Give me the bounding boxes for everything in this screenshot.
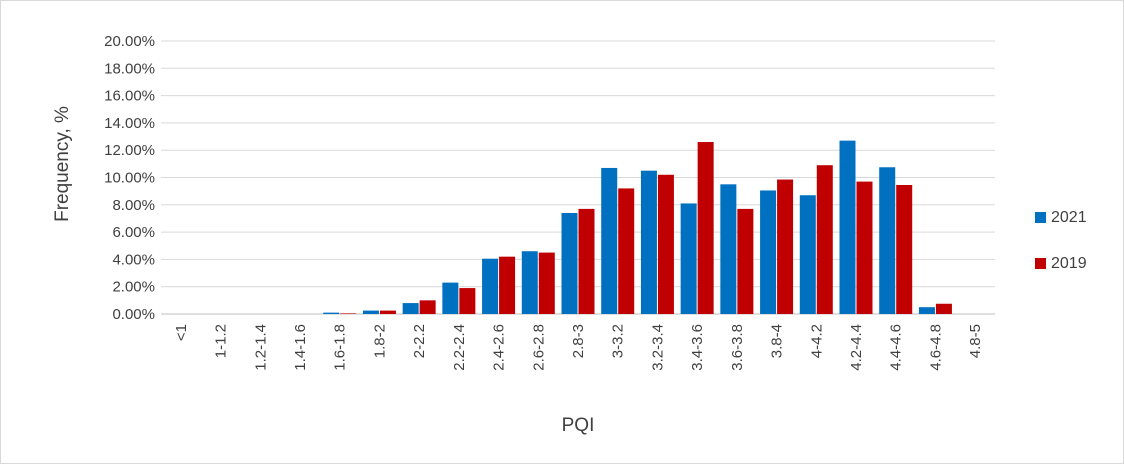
bar-2019-1.8-2	[379, 310, 396, 314]
x-tick-label: 1.4-1.6	[292, 324, 309, 371]
bar-2019-3-3.2	[618, 188, 635, 314]
legend-swatch-2019	[1035, 258, 1046, 269]
bar-2019-3.4-3.6	[697, 142, 714, 314]
bar-2021-2-2.2	[402, 303, 419, 314]
x-tick-label: 2.4-2.6	[491, 324, 508, 371]
bar-2021-3.8-4	[760, 190, 777, 314]
x-tick-label: 1.6-1.8	[332, 324, 349, 371]
bar-2019-4.2-4.4	[856, 181, 873, 314]
bar-2019-2.6-2.8	[538, 252, 555, 314]
x-tick-label: 4.8-5	[967, 324, 984, 358]
y-tick-label: 2.00%	[112, 279, 155, 296]
x-tick-label: 3.8-4	[769, 324, 786, 358]
y-tick-label: 10.00%	[104, 170, 155, 187]
bar-2021-3.2-3.4	[640, 170, 657, 314]
bar-2019-3.8-4	[777, 179, 794, 314]
x-tick-label: 2.2-2.4	[451, 324, 468, 371]
bar-2021-4-4.2	[799, 195, 816, 314]
bar-2021-4.2-4.4	[839, 140, 856, 314]
x-tick-label: 2.6-2.8	[530, 324, 547, 371]
x-tick-label: 2-2.2	[411, 324, 428, 358]
bar-2021-2.4-2.6	[482, 258, 499, 314]
y-tick-label: 14.00%	[104, 115, 155, 132]
bar-2019-2-2.2	[419, 300, 436, 314]
y-tick-label: 16.00%	[104, 88, 155, 105]
bar-2019-3.2-3.4	[657, 174, 674, 314]
bar-2019-3.6-3.8	[737, 208, 754, 314]
bar-2019-1.6-1.8	[340, 313, 357, 314]
bar-2021-1.8-2	[362, 310, 379, 314]
x-tick-label: 4.2-4.4	[848, 324, 865, 371]
bar-2021-3.4-3.6	[680, 203, 697, 314]
bar-2019-2.8-3	[578, 208, 595, 314]
bars	[323, 140, 952, 314]
legend-swatch-2021	[1035, 212, 1046, 223]
legend-label-2021: 2021	[1051, 209, 1087, 226]
bar-2021-3-3.2	[601, 167, 618, 314]
x-tick-label: 3.4-3.6	[689, 324, 706, 371]
bar-2021-3.6-3.8	[720, 184, 737, 314]
bar-2021-4.6-4.8	[918, 307, 935, 314]
bar-2019-4.4-4.6	[896, 185, 913, 314]
bar-2021-2.8-3	[561, 212, 578, 314]
bar-2019-4-4.2	[816, 165, 833, 314]
x-tick-label: 4.6-4.8	[927, 324, 944, 371]
x-tick-label: 1.8-2	[371, 324, 388, 358]
y-axis-title: Frequency, %	[52, 106, 73, 222]
bar-2019-2.4-2.6	[499, 256, 516, 314]
bar-2021-2.6-2.8	[521, 251, 538, 314]
y-tick-label: 18.00%	[104, 60, 155, 77]
legend-label-2019: 2019	[1051, 255, 1087, 272]
x-axis-title: PQI	[562, 415, 595, 436]
y-tick-label: 6.00%	[112, 224, 155, 241]
x-tick-label: 3.2-3.4	[649, 324, 666, 371]
y-tick-label: 4.00%	[112, 251, 155, 268]
gridlines	[161, 40, 995, 315]
bar-2019-2.2-2.4	[459, 288, 476, 314]
bar-2021-1.6-1.8	[323, 312, 340, 314]
y-tick-label: 8.00%	[112, 197, 155, 214]
y-axis-ticks: 0.00% 2.00% 4.00% 6.00% 8.00% 10.00% 12.00% 14.…	[104, 33, 155, 323]
legend: 2021 2019	[1035, 209, 1087, 272]
x-tick-label: 4.4-4.6	[888, 324, 905, 371]
y-tick-label: 0.00%	[112, 306, 155, 323]
x-tick-label: 4-4.2	[808, 324, 825, 358]
y-tick-label: 20.00%	[104, 33, 155, 50]
x-tick-label: 2.8-3	[570, 324, 587, 358]
x-tick-label: 1-1.2	[213, 324, 230, 358]
x-tick-label: 1.2-1.4	[252, 324, 269, 371]
x-tick-label: 3.6-3.8	[729, 324, 746, 371]
bar-2021-2.2-2.4	[442, 282, 459, 314]
x-axis-ticks: <1 1-1.2 1.2-1.4 1.4-1.6 1.6-1.8 1.8-2 2-2.2 2.…	[173, 324, 984, 371]
bar-2019-4.6-4.8	[935, 303, 952, 314]
y-tick-label: 12.00%	[104, 142, 155, 159]
x-tick-label: <1	[173, 324, 190, 341]
x-tick-label: 3-3.2	[610, 324, 627, 358]
bar-2021-4.4-4.6	[879, 167, 896, 314]
